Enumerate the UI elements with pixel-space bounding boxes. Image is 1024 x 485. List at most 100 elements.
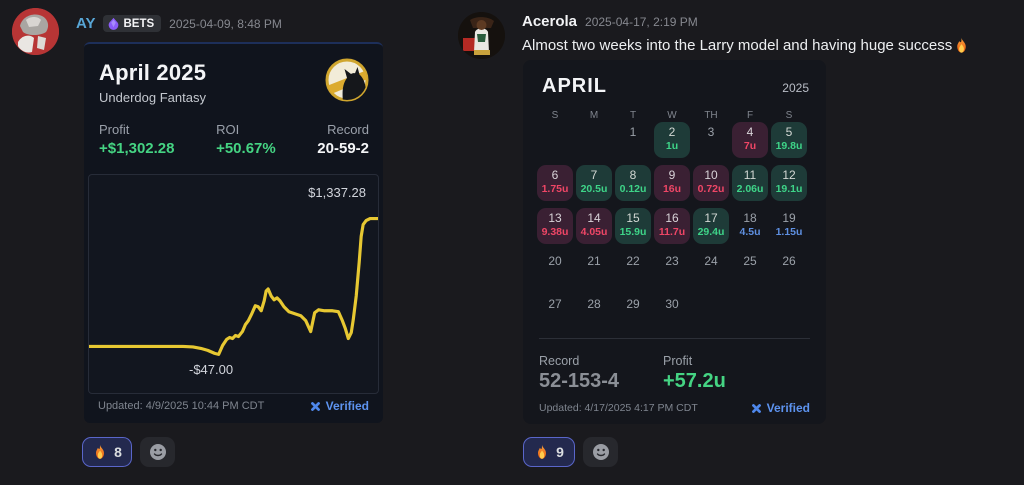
card2-footer: Updated: 4/17/2025 4:17 PM CDT Verified — [539, 401, 810, 415]
day-of-week-row: S M T W TH F S — [537, 110, 807, 121]
calendar-day-number: 27 — [548, 297, 562, 311]
calendar-day-cell — [771, 294, 807, 330]
day-of-week-label: S — [551, 110, 559, 121]
calendar-day-number: 10 — [704, 168, 718, 182]
fire-emoji-inline — [957, 37, 966, 53]
stat-roi: ROI +50.67% — [216, 122, 276, 157]
calendar-day-cell: 9 16u — [654, 165, 690, 201]
verified-pinwheel-icon — [310, 401, 320, 411]
calendar-day-number: 25 — [743, 254, 757, 268]
card1-subtitle: Underdog Fantasy — [99, 90, 206, 105]
bets-badge-label: BETS — [123, 17, 155, 30]
card1-title: April 2025 — [99, 60, 207, 85]
card1-verified-badge: Verified — [309, 399, 369, 413]
calendar-day-number: 23 — [665, 254, 679, 268]
calendar-day-units: 9.38u — [541, 226, 569, 238]
calendar-day-units: 16u — [662, 183, 682, 195]
day-of-week-label: S — [785, 110, 793, 121]
calendar-day-cell: 25 — [732, 251, 768, 287]
day-of-week-label: W — [667, 110, 677, 121]
username-acerola[interactable]: Acerola — [522, 13, 578, 30]
calendar-day-cell: 3 — [693, 122, 729, 158]
card2-record-stat: Record 52-153-4 — [539, 354, 619, 393]
calendar-day-number: 19 — [782, 211, 796, 225]
stat-profit: Profit +$1,302.28 — [99, 122, 175, 157]
calendar-day-number: 13 — [548, 211, 562, 225]
stat-record-value: 20-59-2 — [317, 140, 369, 157]
calendar-day-number: 29 — [626, 297, 640, 311]
calendar-day-cell: 30 — [654, 294, 690, 330]
calendar-day-units: 1.15u — [775, 226, 803, 238]
avatar-acerola-art — [458, 12, 505, 59]
calendar-day-cell: 10 0.72u — [693, 165, 729, 201]
calendar-day-number: 20 — [548, 254, 562, 268]
calendar-day-cell — [693, 294, 729, 330]
fire-icon — [96, 444, 105, 459]
calendar-day-number: 12 — [782, 168, 796, 182]
calendar-day-cell — [732, 294, 768, 330]
card2-verified-label: Verified — [766, 401, 810, 415]
fire-reaction-pill[interactable]: 9 — [523, 437, 575, 467]
calendar-day-cell: 18 4.5u — [732, 208, 768, 244]
add-reaction-button[interactable] — [583, 437, 618, 467]
calendar-day-number: 5 — [785, 125, 793, 139]
calendar-day-cell: 11 2.06u — [732, 165, 768, 201]
add-reaction-button[interactable] — [140, 437, 175, 467]
message1-header: AY BETS 2025-04-09, 8:48 PM — [76, 15, 282, 32]
calendar-day-cell: 6 1.75u — [537, 165, 573, 201]
stat-roi-value: +50.67% — [216, 140, 276, 157]
calendar-day-cell: 2 1u — [654, 122, 690, 158]
fire-reaction-pill[interactable]: 8 — [82, 437, 132, 467]
calendar-day-cell: 21 — [576, 251, 612, 287]
card2-divider — [539, 338, 810, 339]
calendar-month-title: APRIL — [542, 75, 607, 97]
calendar-day-units: 2.06u — [736, 183, 764, 195]
calendar-day-units: 1.75u — [541, 183, 569, 195]
calendar-day-cell: 19 1.15u — [771, 208, 807, 244]
message2-text-content: Almost two weeks into the Larry model an… — [522, 37, 953, 54]
card1-updated-text: Updated: 4/9/2025 10:44 PM CDT — [98, 400, 265, 412]
smiley-add-reaction-icon — [592, 444, 609, 460]
verified-pinwheel-icon — [751, 403, 761, 413]
avatar-ay-art — [12, 8, 59, 55]
calendar-day-units: 19.1u — [775, 183, 803, 195]
card2-record-label: Record — [539, 354, 580, 368]
calendar-year: 2025 — [782, 81, 809, 95]
calendar-day-cell — [576, 122, 612, 158]
message2-header: Acerola 2025-04-17, 2:19 PM — [522, 13, 698, 30]
underdog-stats-card[interactable]: April 2025 Underdog Fantasy Profit +$1,3… — [84, 42, 383, 423]
calendar-day-number: 21 — [587, 254, 601, 268]
calendar-day-cell: 26 — [771, 251, 807, 287]
message2-timestamp: 2025-04-17, 2:19 PM — [585, 14, 698, 29]
chart-max-label: $1,337.28 — [308, 185, 366, 200]
stat-profit-value: +$1,302.28 — [99, 140, 175, 157]
profit-line-plot — [89, 217, 378, 356]
calendar-day-units: 19.8u — [775, 140, 803, 152]
username-ay[interactable]: AY — [76, 15, 96, 32]
calendar-day-number: 14 — [587, 211, 601, 225]
calendar-day-number: 6 — [551, 168, 559, 182]
stat-roi-label: ROI — [216, 122, 240, 137]
avatar-ay[interactable] — [12, 8, 59, 55]
calendar-day-cell: 5 19.8u — [771, 122, 807, 158]
calendar-day-units: 29.4u — [697, 226, 725, 238]
calendar-day-units: 15.9u — [619, 226, 647, 238]
calendar-day-number: 30 — [665, 297, 679, 311]
card1-verified-label: Verified — [325, 399, 369, 413]
calendar-stats-card[interactable]: APRIL 2025 S M T W TH F S 1 2 1u 3 4 7u 5 19.8u 6 1.75u… — [523, 60, 826, 424]
card2-profit-value: +57.2u — [663, 370, 726, 392]
calendar-day-number: 2 — [668, 125, 676, 139]
card1-stats-row: Profit +$1,302.28 ROI +50.67% Record 20-… — [99, 122, 369, 157]
calendar-day-cell: 12 19.1u — [771, 165, 807, 201]
calendar-day-cell: 7 20.5u — [576, 165, 612, 201]
fire-reaction-count: 8 — [114, 444, 122, 460]
card1-footer: Updated: 4/9/2025 10:44 PM CDT Verified — [98, 399, 369, 413]
calendar-day-cell: 27 — [537, 294, 573, 330]
avatar-acerola[interactable] — [458, 12, 505, 59]
calendar-day-number: 15 — [626, 211, 640, 225]
calendar-day-number: 22 — [626, 254, 640, 268]
calendar-day-number: 24 — [704, 254, 718, 268]
calendar-day-cell: 15 15.9u — [615, 208, 651, 244]
day-of-week-label: T — [629, 110, 637, 121]
